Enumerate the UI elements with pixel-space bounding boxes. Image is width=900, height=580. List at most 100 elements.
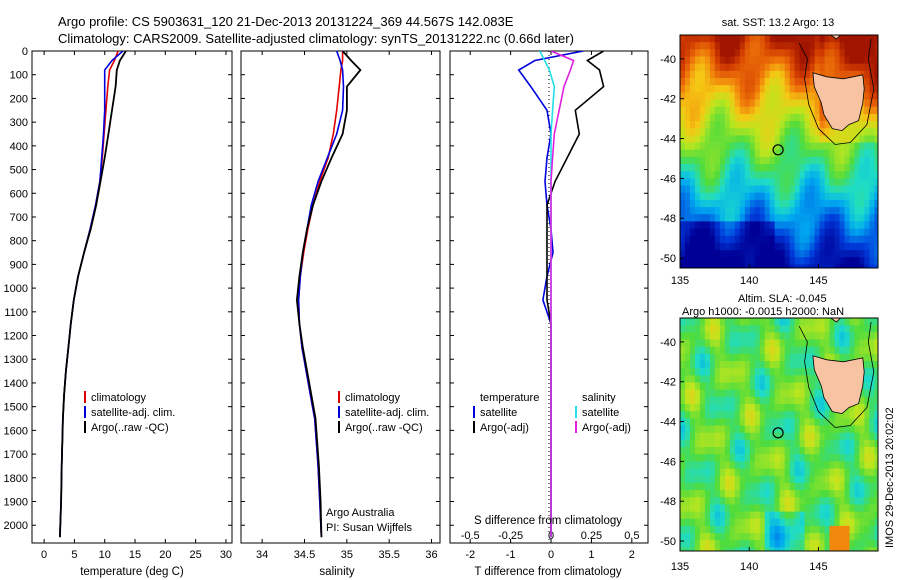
depth-tick-label: 700 [10,212,28,224]
sst-cell [789,99,796,108]
sst-cell [834,192,841,201]
sla-cell [699,447,706,455]
sla-cell [759,325,766,333]
sla-cell [774,353,781,362]
sst-cell [824,35,831,43]
sla-cell [819,318,826,326]
sst-cell [739,35,746,43]
sla-cell [744,540,751,548]
sla-cell [839,490,846,498]
sst-cell [729,63,736,72]
sst-cell [719,42,726,50]
sst-cell [724,171,731,179]
sst-cell [874,199,878,208]
sla-cell [849,332,856,341]
sst-cell [809,250,816,258]
sla-cell [685,525,691,534]
sst-cell [839,185,846,194]
sst-cell [804,221,811,230]
sla-cell [764,490,771,498]
sla-cell [814,339,821,348]
sst-cell [759,113,766,122]
sst-cell [809,228,816,237]
sst-cell [724,99,731,108]
sst-cell [695,207,701,215]
sla-cell [744,454,751,462]
sst-cell [824,56,831,65]
sst-cell [744,128,751,136]
sst-cell [680,264,686,268]
sla-cell [794,432,801,441]
sla-cell [685,425,691,434]
sst-cell [829,199,836,208]
sst-cell [754,56,761,65]
sla-cell [784,540,791,548]
sla-cell [834,533,841,541]
sst-cell [754,35,761,43]
sst-cell [769,56,776,65]
sst-cell [824,199,831,208]
sst-cell [729,56,736,65]
sst-cell [739,185,746,194]
sst-cell [824,207,831,215]
sla-cell [779,375,786,384]
sla-cell [834,468,841,477]
sst-cell [699,156,706,165]
sst-cell [799,85,806,93]
sst-cell [864,264,870,268]
sla-cell [874,368,878,376]
sst-cell [724,192,731,201]
credit-line-1: Argo Australia [326,507,395,519]
sst-cell [779,199,786,208]
sla-cell [754,518,761,527]
sst-cell [814,264,821,268]
sst-cell [819,199,826,208]
sst-cell [719,85,726,93]
sst-cell [829,185,836,194]
sla-cell [695,325,701,333]
sla-cell [854,425,861,434]
map-y-tick-label: -40 [660,54,676,66]
sla-cell [774,490,781,498]
sla-cell [784,368,791,376]
sst-cell [759,149,766,158]
sst-cell [759,35,766,43]
sst-cell [774,250,781,258]
sst-cell [819,135,826,144]
sst-cell [714,207,721,215]
sst-cell [874,35,878,43]
sla-cell [680,353,686,362]
sla-cell [704,332,711,341]
sst-cell [789,214,796,222]
sst-cell [729,178,736,187]
sst-cell [789,142,796,151]
sla-cell [729,504,736,513]
sla-cell [774,454,781,462]
sst-cell [864,56,870,65]
sla-cell [754,482,761,491]
sst-cell [714,178,721,187]
sst-cell [769,128,776,136]
sst-cell [849,228,856,237]
sla-cell [794,533,801,541]
sla-cell [849,404,856,412]
sst-cell [789,85,796,93]
sst-cell [864,149,870,158]
sla-cell [874,375,878,384]
sst-cell [734,63,741,72]
sst-cell [699,207,706,215]
sst-cell [734,121,741,129]
sla-cell [695,318,701,326]
sst-cell [695,250,701,258]
sla-cell [854,418,861,427]
sla-cell [744,468,751,477]
sst-cell [789,149,796,158]
sla-cell [829,468,836,477]
x-tick-label: 35 [341,549,353,561]
sla-cell [874,389,878,398]
sst-cell [854,242,861,251]
legend-label-satellite: satellite-adj. clim. [91,407,175,419]
sla-cell [764,482,771,491]
sst-cell [834,221,841,230]
sla-cell [789,353,796,362]
